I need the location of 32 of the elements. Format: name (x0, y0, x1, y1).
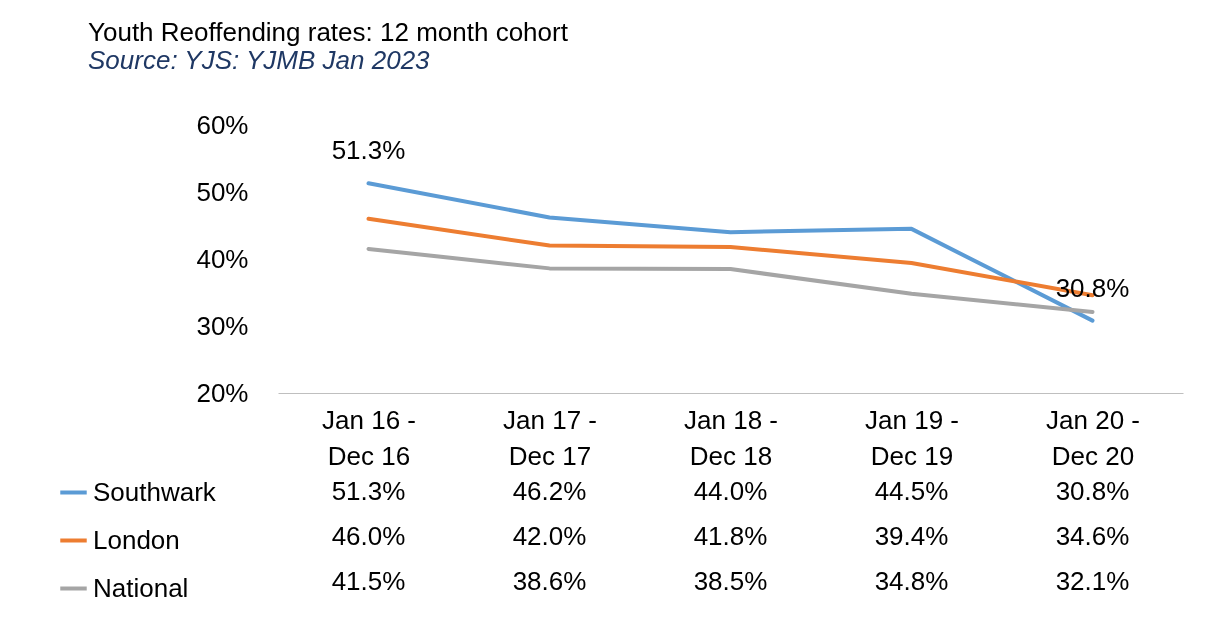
data-label: 42.0% (512, 520, 587, 551)
legend-label: London (93, 524, 180, 555)
data-label: 30.8% (1055, 475, 1130, 506)
y-tick-label: 60% (196, 109, 249, 140)
annotation: 51.3% (331, 135, 406, 166)
x-tick-label: Jan 16 - Dec 16 (322, 404, 416, 471)
x-tick-label: Jan 18 - Dec 18 (684, 404, 778, 471)
legend-label: National (93, 572, 189, 603)
y-tick-label: 20% (196, 377, 249, 408)
y-tick-label: 40% (196, 243, 249, 274)
annotation: 30.8% (1055, 272, 1130, 303)
data-label: 38.5% (693, 565, 768, 596)
x-tick-label: Jan 17 - Dec 17 (503, 404, 597, 471)
data-label: 41.5% (331, 565, 406, 596)
data-label: 34.8% (874, 565, 949, 596)
data-label: 44.0% (693, 475, 768, 506)
x-tick-label: Jan 20 - Dec 20 (1046, 404, 1140, 471)
data-label: 32.1% (1055, 565, 1130, 596)
data-label: 41.8% (693, 520, 768, 551)
y-tick-label: 50% (196, 176, 249, 207)
data-label: 46.2% (512, 475, 587, 506)
data-label: 38.6% (512, 565, 587, 596)
y-tick-label: 30% (196, 310, 249, 341)
chart-title: Youth Reoffending rates: 12 month cohort (88, 17, 569, 47)
chart-subtitle: Source: YJS: YJMB Jan 2023 (88, 45, 431, 75)
data-label: 44.5% (874, 475, 949, 506)
x-tick-label: Jan 19 - Dec 19 (865, 404, 959, 471)
data-label: 51.3% (331, 475, 406, 506)
data-label: 34.6% (1055, 520, 1130, 551)
data-label: 46.0% (331, 520, 406, 551)
legend-label: Southwark (93, 476, 217, 507)
data-label: 39.4% (874, 520, 949, 551)
